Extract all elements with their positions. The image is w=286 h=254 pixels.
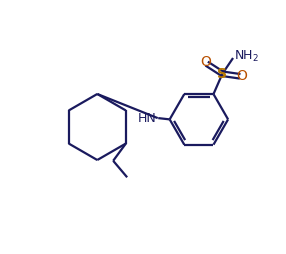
Text: HN: HN [138, 112, 156, 125]
Text: O: O [200, 55, 211, 69]
Text: NH$_2$: NH$_2$ [234, 49, 259, 64]
Text: O: O [237, 69, 247, 83]
Text: S: S [217, 67, 227, 81]
